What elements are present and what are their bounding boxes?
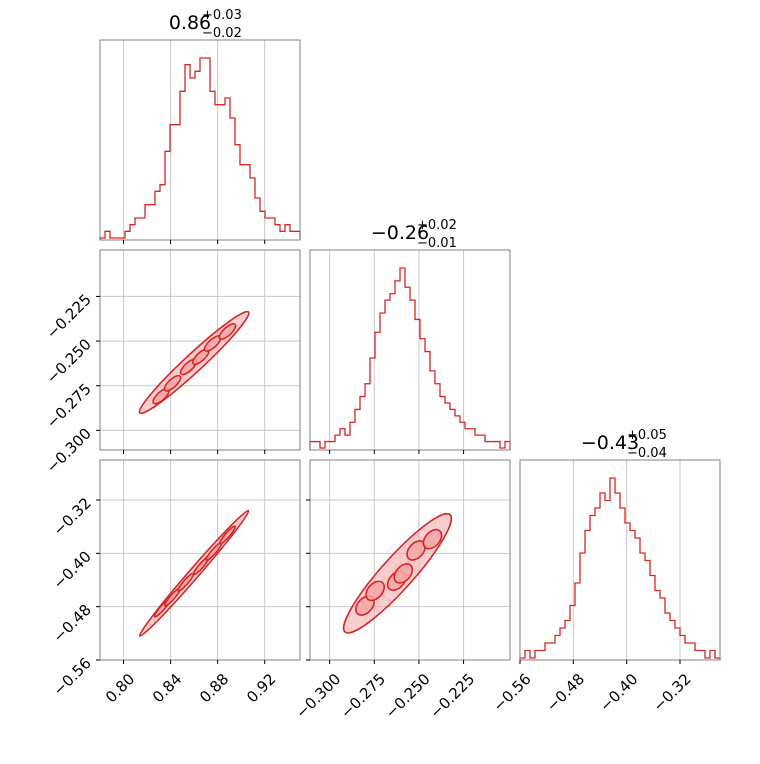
panel-frame bbox=[99, 39, 301, 241]
x-tick-label: −0.275 bbox=[337, 670, 389, 722]
histogram-1 bbox=[309, 267, 511, 450]
y-tick-label: −0.56 bbox=[50, 654, 95, 699]
panel-frame bbox=[99, 459, 301, 661]
y-tick-label: −0.48 bbox=[50, 601, 95, 646]
sample-point bbox=[201, 370, 203, 372]
y-tick-label: −0.32 bbox=[50, 494, 95, 539]
histogram-title-0: 0.86 bbox=[169, 12, 211, 34]
x-tick-label: 0.88 bbox=[196, 670, 232, 706]
x-tick-label: −0.48 bbox=[543, 670, 588, 715]
histogram-title-plus-1: +0.02 bbox=[417, 218, 457, 233]
panel-frame bbox=[309, 249, 511, 451]
y-tick-label: −0.40 bbox=[50, 547, 95, 592]
panel-frame bbox=[519, 459, 721, 661]
x-tick-label: −0.250 bbox=[382, 670, 434, 722]
sample-point bbox=[418, 523, 420, 525]
y-tick-label: −0.300 bbox=[43, 424, 95, 476]
contour-inner bbox=[218, 525, 237, 545]
panel-2d-1-2 bbox=[342, 512, 453, 634]
histogram-title-plus-0: +0.03 bbox=[202, 8, 242, 23]
histogram-title-2: −0.43 bbox=[581, 432, 639, 454]
histogram-title-plus-2: +0.05 bbox=[627, 428, 667, 443]
x-tick-label: −0.32 bbox=[650, 670, 695, 715]
histogram-title-minus-2: −0.04 bbox=[627, 446, 667, 461]
panel-2d-0-1 bbox=[138, 310, 250, 415]
x-tick-label: −0.40 bbox=[596, 670, 641, 715]
panel-frame bbox=[99, 249, 301, 451]
x-tick-label: −0.300 bbox=[292, 670, 344, 722]
histogram-title-1: −0.26 bbox=[371, 222, 429, 244]
contour-inner bbox=[393, 563, 414, 584]
histogram-0 bbox=[99, 57, 301, 240]
contour-inner bbox=[422, 528, 443, 550]
y-tick-label: −0.225 bbox=[43, 291, 95, 343]
y-tick-label: −0.250 bbox=[43, 335, 95, 387]
x-tick-label: 0.92 bbox=[243, 670, 279, 706]
x-tick-label: 0.80 bbox=[102, 670, 138, 706]
histogram-2 bbox=[519, 477, 721, 660]
histogram-title-minus-0: −0.02 bbox=[202, 26, 242, 41]
panel-frame bbox=[309, 459, 511, 661]
panel-2d-0-2 bbox=[138, 509, 250, 637]
x-tick-label: −0.56 bbox=[490, 670, 535, 715]
x-tick-label: −0.225 bbox=[426, 670, 478, 722]
x-tick-label: 0.84 bbox=[149, 670, 185, 706]
histogram-title-minus-1: −0.01 bbox=[417, 236, 457, 251]
contour-inner bbox=[365, 580, 386, 602]
contour-inner bbox=[218, 322, 237, 340]
y-tick-label: −0.275 bbox=[43, 380, 95, 432]
contour-inner bbox=[163, 374, 182, 392]
